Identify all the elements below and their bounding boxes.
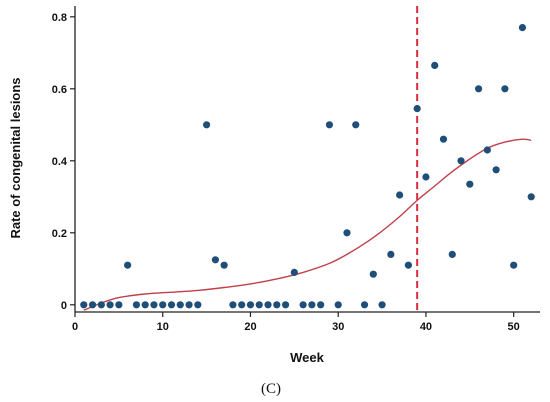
data-points: [80, 24, 535, 309]
data-point: [97, 301, 105, 309]
y-axis-title: Rate of congenital lesions: [8, 77, 23, 238]
data-point: [369, 270, 377, 278]
data-point: [439, 135, 448, 143]
data-point: [360, 301, 369, 309]
x-tick-label: 20: [244, 321, 256, 333]
data-point: [325, 121, 334, 129]
data-point: [527, 193, 535, 201]
data-point: [255, 301, 263, 309]
data-point: [466, 180, 474, 188]
data-point: [317, 301, 325, 309]
data-point: [159, 301, 167, 309]
axes: [74, 6, 540, 313]
data-point: [299, 301, 307, 309]
y-tick-label: 0.6: [52, 84, 67, 96]
x-axis-ticks: 0 10 20 30 40 50: [72, 312, 520, 333]
data-point: [422, 173, 430, 181]
data-point: [387, 250, 395, 258]
x-tick-label: 30: [332, 321, 344, 333]
data-point: [518, 24, 527, 32]
x-tick-label: 50: [508, 321, 520, 333]
data-point: [132, 301, 141, 309]
y-tick-label: 0.4: [52, 156, 68, 168]
data-point: [194, 301, 202, 309]
data-point: [238, 301, 246, 309]
data-point: [150, 301, 158, 309]
data-point: [124, 261, 132, 269]
data-point: [510, 261, 518, 269]
x-axis-title: Week: [290, 350, 324, 365]
data-point: [185, 301, 193, 309]
data-point: [115, 301, 123, 309]
data-point: [448, 250, 456, 258]
data-point: [220, 261, 228, 269]
data-point: [492, 166, 500, 174]
data-point: [211, 256, 219, 264]
x-tick-label: 40: [420, 321, 432, 333]
data-point: [281, 301, 290, 309]
data-point: [483, 146, 491, 154]
data-point: [229, 301, 237, 309]
data-point: [457, 157, 465, 165]
trend-line: [83, 138, 532, 311]
data-point: [334, 301, 342, 309]
data-point: [80, 301, 88, 309]
y-tick-label: 0.8: [52, 12, 67, 24]
x-tick-label: 10: [157, 321, 169, 333]
data-point: [343, 229, 351, 237]
y-tick-label: 0.2: [52, 228, 67, 240]
data-point: [141, 301, 149, 309]
data-point: [431, 61, 439, 69]
figure-caption: (C): [261, 381, 281, 397]
data-point: [106, 301, 114, 309]
data-point: [203, 121, 211, 129]
data-point: [308, 301, 316, 309]
data-point: [88, 301, 97, 309]
data-point: [246, 301, 255, 309]
data-point: [290, 268, 298, 276]
data-point: [352, 121, 360, 129]
trend-line-group: [83, 138, 532, 311]
x-tick-label: 0: [72, 321, 78, 333]
data-point: [474, 85, 483, 93]
data-point: [273, 301, 281, 309]
y-axis-ticks: 0 0.2 0.4 0.6 0.8: [52, 12, 75, 312]
data-point: [413, 105, 421, 113]
data-point: [404, 261, 412, 269]
y-tick-label: 0: [61, 300, 67, 312]
data-point: [501, 85, 509, 93]
data-point: [176, 301, 184, 309]
data-point: [264, 301, 272, 309]
data-point: [167, 301, 176, 309]
data-point: [396, 191, 404, 199]
data-point: [378, 301, 386, 309]
